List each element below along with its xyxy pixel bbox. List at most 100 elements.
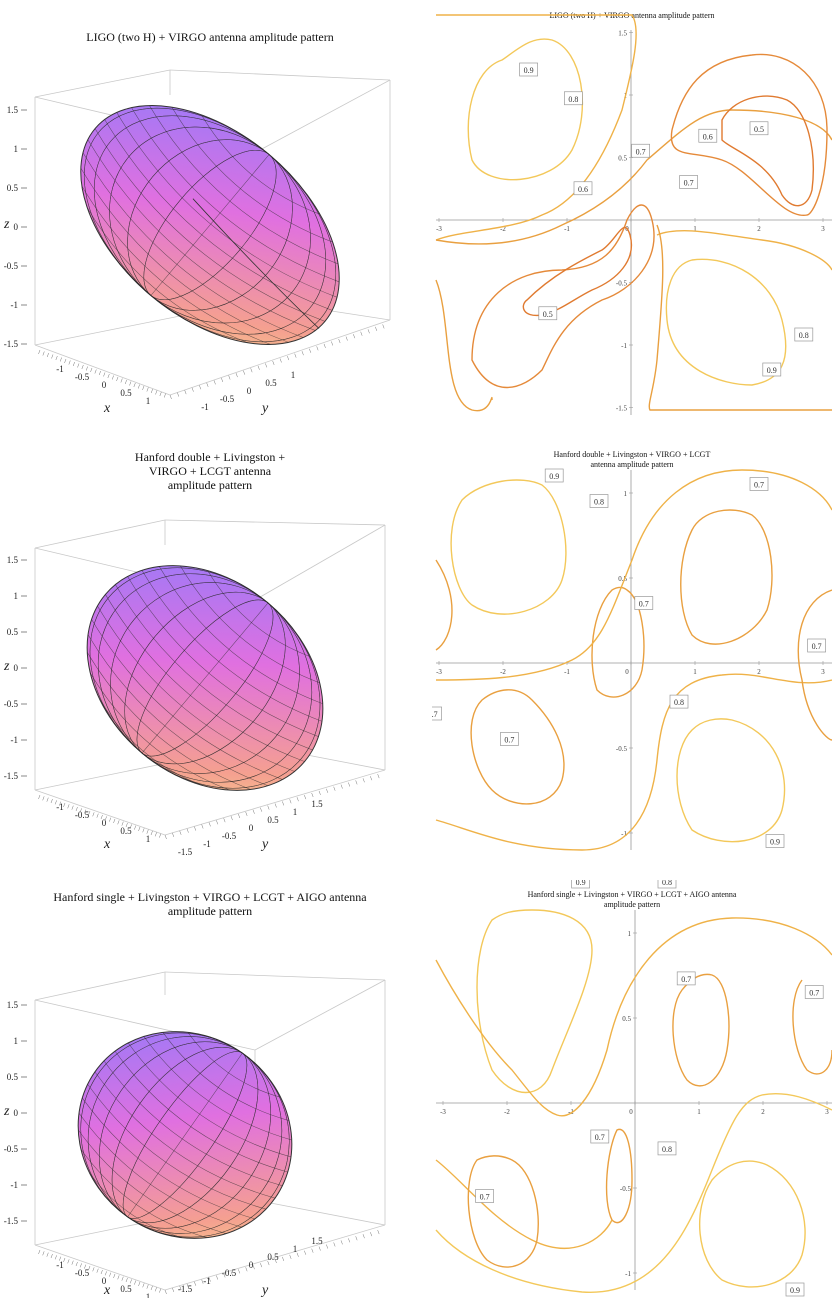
contour-label-box bbox=[544, 468, 564, 483]
x-axis-hatch bbox=[159, 1288, 162, 1293]
surface-parallel bbox=[207, 570, 311, 657]
contour-label-box bbox=[749, 121, 769, 136]
y-tick-label: -1.5 bbox=[178, 1284, 193, 1294]
y-axis-hatch bbox=[194, 826, 197, 831]
contour-label: 0.7 bbox=[595, 1133, 605, 1142]
y-axis-hatch bbox=[348, 782, 351, 787]
x-axis-hatch bbox=[107, 373, 110, 379]
surface-parallel bbox=[149, 105, 339, 265]
box-edge bbox=[34, 344, 171, 396]
contour-line-0.9 bbox=[450, 479, 567, 615]
contour-plot-1: -3 -2 -1 0 1 2 31.510.5-0.5-1-1.50.90.80.70.60… bbox=[435, 14, 832, 415]
contour-line-0.7 bbox=[605, 1128, 633, 1224]
contour-label-box bbox=[538, 306, 558, 321]
x-tick-label: 0 bbox=[102, 380, 107, 390]
x-tick-label: 2 bbox=[761, 1108, 765, 1116]
y-axis-hatch bbox=[223, 1273, 226, 1278]
contour-label: 0.7 bbox=[754, 481, 764, 490]
z-tick-label: -0.5 bbox=[4, 1144, 19, 1154]
y-axis-hatch bbox=[184, 390, 187, 395]
surface-parallel bbox=[99, 699, 203, 786]
x-axis-hatch bbox=[100, 1269, 103, 1275]
x-axis-hatch bbox=[120, 378, 123, 383]
contour-line-0.8 bbox=[435, 673, 832, 851]
x-axis-hatch bbox=[63, 1257, 66, 1263]
z-tick-label: -0.5 bbox=[4, 699, 19, 709]
x-axis-hatch bbox=[38, 1249, 41, 1255]
surface-parallel bbox=[187, 1032, 281, 1098]
surface-title-1: LIGO (two H) + VIRGO antenna amplitude p… bbox=[86, 30, 334, 44]
z-tick-label: -0.5 bbox=[4, 261, 19, 271]
x-axis-hatch bbox=[113, 818, 116, 824]
contour-line-0.7 bbox=[680, 509, 773, 645]
y-axis-hatch bbox=[287, 355, 290, 361]
y-axis-hatch bbox=[245, 811, 248, 816]
surface-parallel bbox=[81, 186, 271, 345]
y-tick-label: 0.5 bbox=[267, 1252, 279, 1262]
z-tick-label: 1 bbox=[14, 591, 19, 601]
contour-line-0.6 bbox=[670, 53, 828, 216]
contour-label: 0.5 bbox=[754, 125, 764, 134]
x-axis-hatch bbox=[103, 372, 106, 377]
contour-label-box bbox=[794, 327, 814, 342]
contour-label-box bbox=[432, 706, 442, 721]
x-axis-hatch bbox=[138, 1281, 141, 1287]
y-axis-hatch bbox=[304, 1250, 307, 1255]
x-axis-hatch bbox=[46, 797, 49, 802]
y-axis-hatch bbox=[238, 1269, 241, 1274]
x-axis-hatch bbox=[117, 820, 120, 825]
y-axis-label: y bbox=[260, 1283, 269, 1298]
contour-label: 0.7 bbox=[812, 642, 822, 651]
x-axis-hatch bbox=[79, 808, 82, 813]
x-tick-label: 3 bbox=[821, 668, 825, 676]
contour-line-0.9 bbox=[467, 38, 584, 181]
x-axis-hatch bbox=[75, 806, 78, 812]
x-tick-label: -1 bbox=[56, 1260, 64, 1270]
x-axis-hatch bbox=[59, 357, 62, 362]
contour-label-box bbox=[589, 494, 609, 508]
contour-line-0.7 bbox=[672, 973, 730, 1087]
x-tick-label: -0.5 bbox=[75, 372, 90, 382]
x-axis-hatch bbox=[50, 798, 53, 804]
z-tick-label: 1.5 bbox=[7, 105, 19, 115]
contour-panel-2: Hanford double + Livingston + VIRGO + LC… bbox=[432, 440, 832, 860]
x-axis-hatch bbox=[94, 369, 97, 374]
y-tick-label: -0.5 bbox=[616, 745, 628, 753]
x-tick-label: 1 bbox=[146, 396, 151, 406]
x-tick-label: 0 bbox=[102, 818, 107, 828]
contour-label: 0.8 bbox=[594, 498, 604, 507]
surface-panel-3: Hanford single + Livingston + VIRGO + LC… bbox=[0, 880, 420, 1298]
x-axis-hatch bbox=[138, 826, 141, 832]
contour-label: 0.7 bbox=[809, 989, 819, 998]
surface-parallel bbox=[78, 1112, 242, 1228]
surface-parallel bbox=[91, 619, 283, 780]
z-tick-label: 0.5 bbox=[7, 183, 19, 193]
contour-plot-3: -3 -2 -1 0 1 2 3 1 0.5 -0.5 -1 0.9 0.8 0.7 0.7 0.7 0.8 0.… bbox=[435, 880, 832, 1297]
box-edge bbox=[164, 1224, 386, 1291]
contour-label: 0.7 bbox=[636, 147, 646, 156]
contour-line-0.8 bbox=[656, 230, 832, 271]
y-axis-hatch bbox=[216, 1275, 219, 1280]
x-tick-label: 1 bbox=[146, 1292, 151, 1298]
surface-ellipsoid bbox=[86, 565, 324, 791]
box-edge bbox=[254, 524, 386, 601]
z-tick-label: -1.5 bbox=[4, 771, 19, 781]
surface-parallel bbox=[171, 107, 333, 243]
y-axis-hatch bbox=[179, 830, 182, 835]
x-axis-hatch bbox=[129, 1279, 132, 1284]
y-axis-hatch bbox=[272, 360, 275, 366]
surface-parallel bbox=[94, 128, 325, 322]
y-axis-hatch bbox=[169, 394, 172, 400]
x-axis-hatch bbox=[85, 366, 88, 371]
x-axis-label: x bbox=[103, 1283, 111, 1298]
y-tick-label: -1 bbox=[203, 839, 211, 849]
z-tick-label: 1.5 bbox=[7, 555, 19, 565]
contour-label-box bbox=[765, 834, 785, 848]
contour-line-0.9 bbox=[665, 258, 787, 386]
contour-line-0.6 bbox=[471, 204, 655, 389]
surface-waist bbox=[192, 198, 320, 329]
y-axis-hatch bbox=[370, 1232, 373, 1237]
x-axis-hatch bbox=[154, 832, 157, 837]
contour-label-box bbox=[634, 596, 654, 610]
y-tick-label: 0 bbox=[249, 1260, 254, 1270]
